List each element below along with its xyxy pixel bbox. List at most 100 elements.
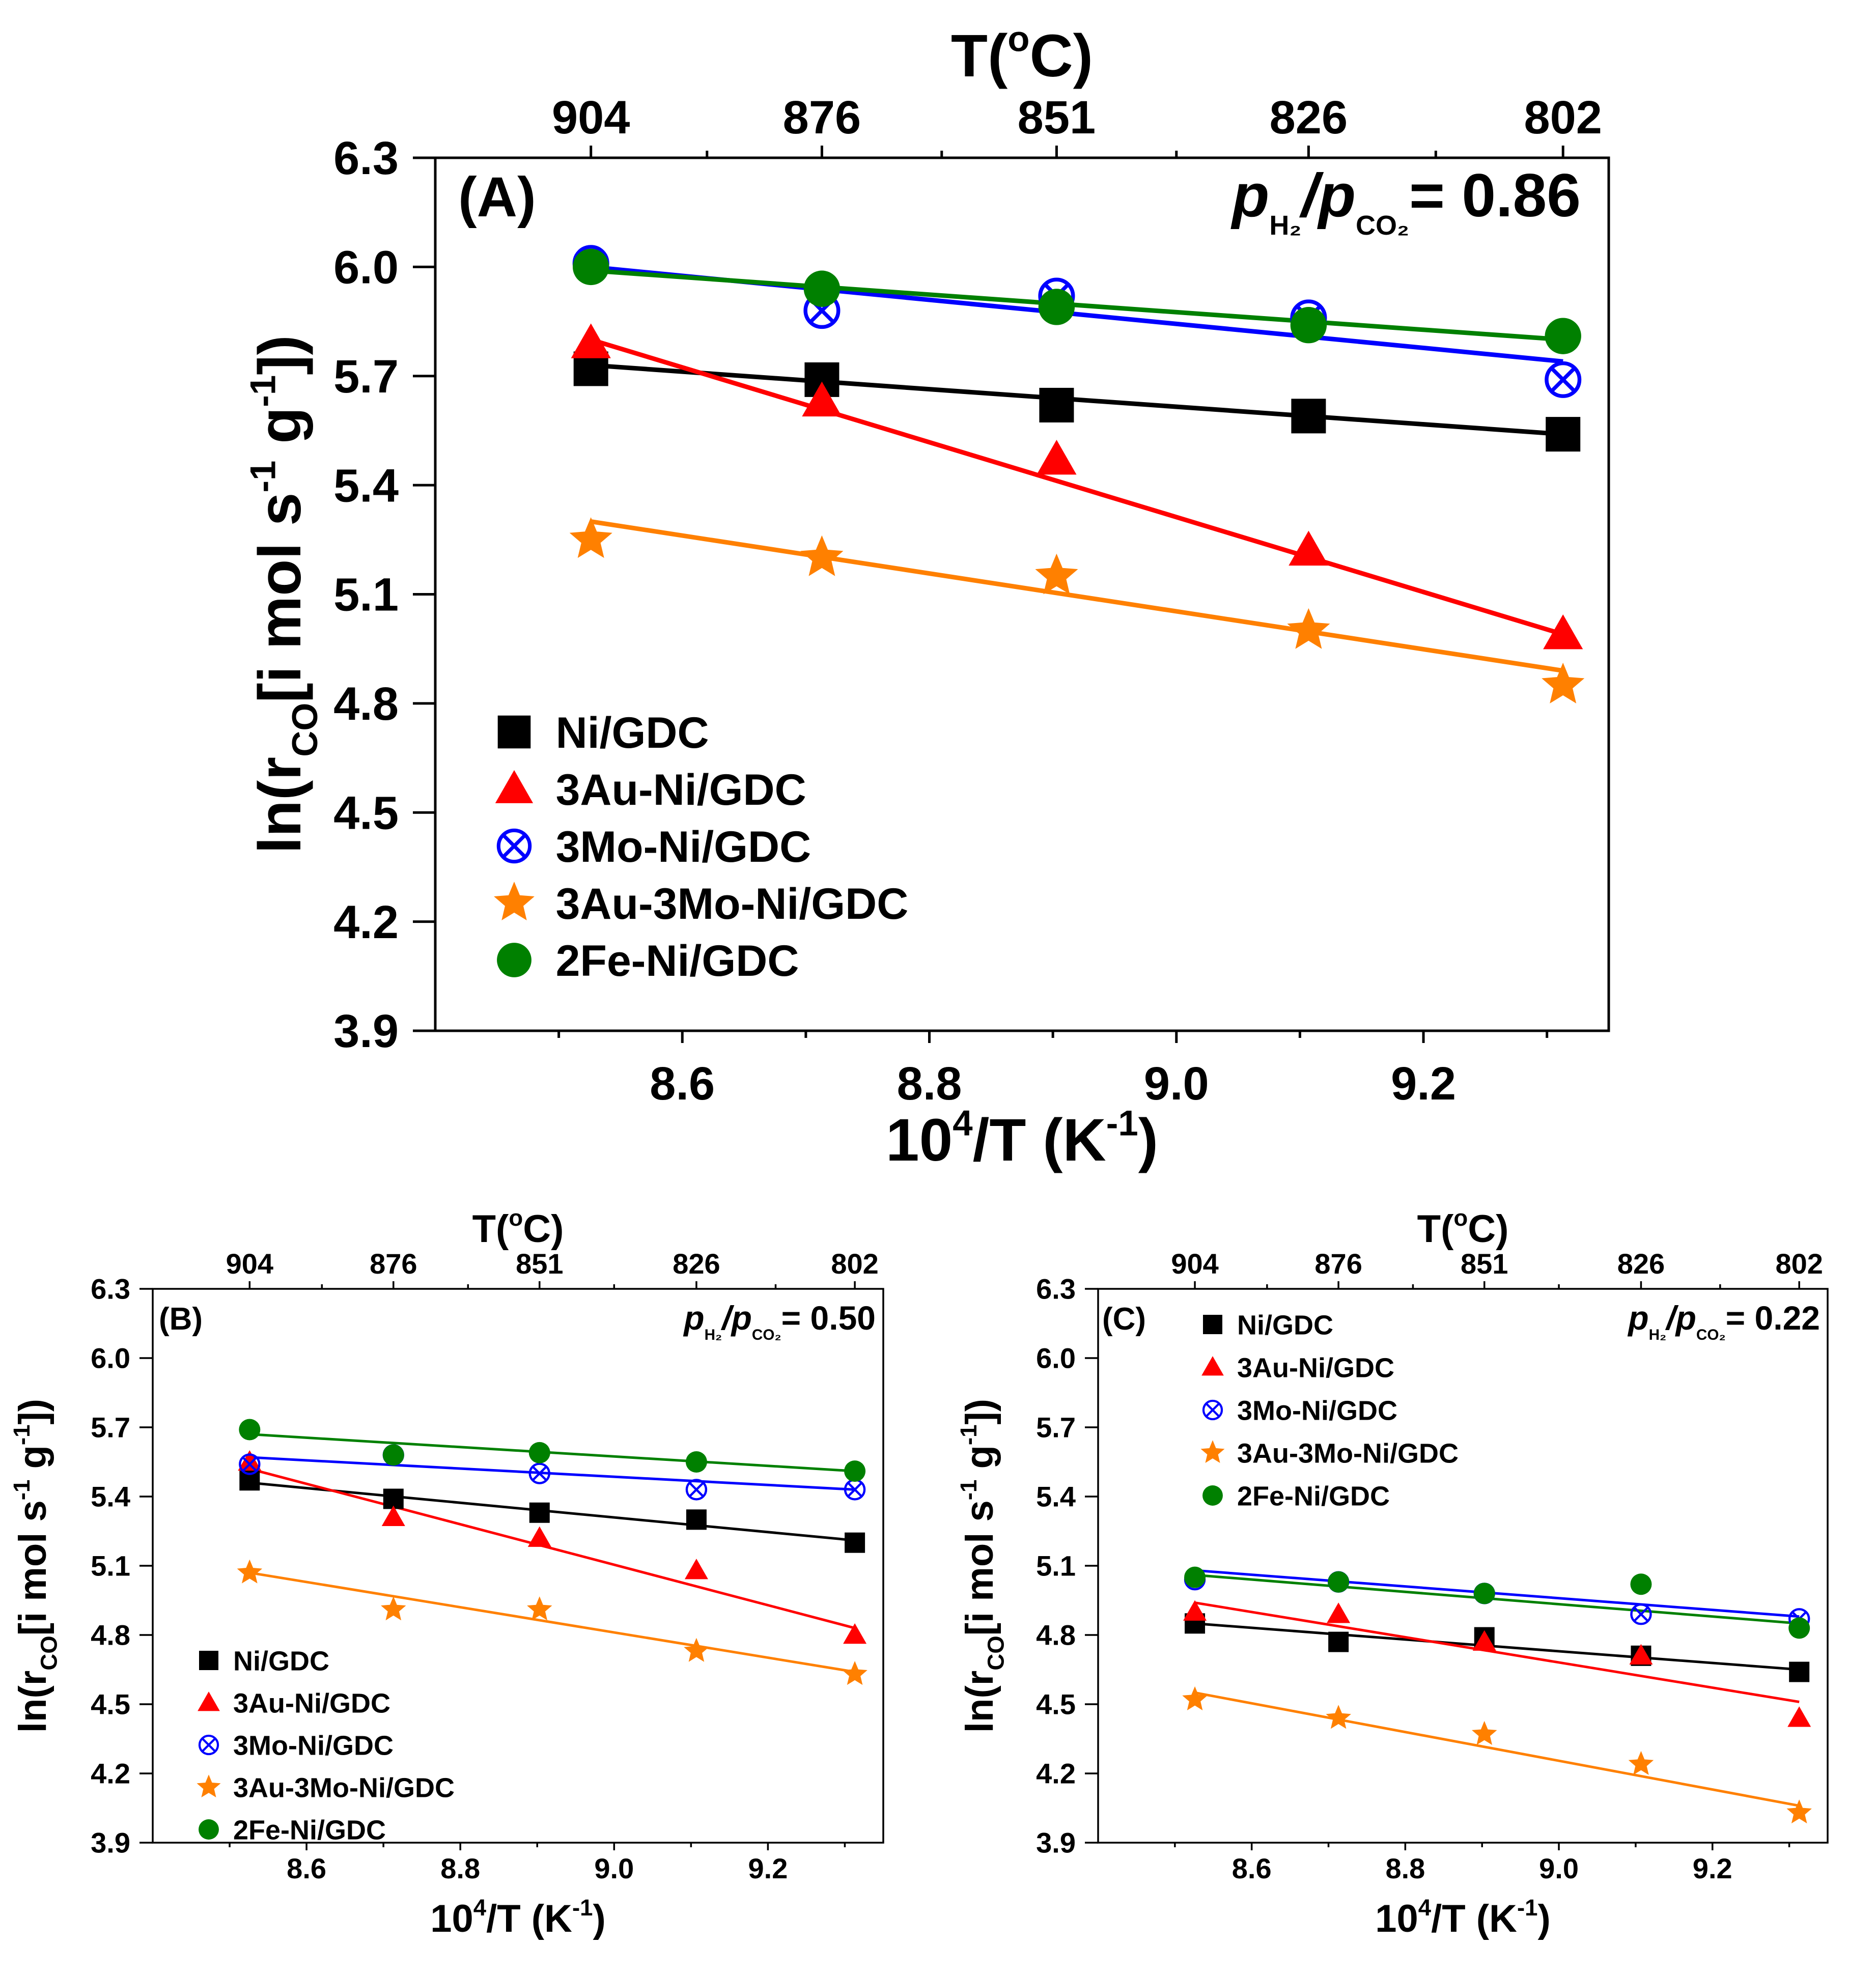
- panel-c-legend-marker-2: [1202, 1399, 1223, 1421]
- panel-b-xtick-label-2: 9.0: [594, 1852, 634, 1884]
- panel-c-ratio-p2: p: [1675, 1299, 1696, 1337]
- panel-a-ytick-label-6: 5.7: [333, 351, 399, 403]
- panel-b-point-1-0: [238, 1450, 262, 1471]
- panel-b-x-axis-title-mid: /T (K: [486, 1897, 572, 1940]
- panel-b-point-4-3: [685, 1451, 707, 1473]
- panel-b-ratio-p1: p: [683, 1299, 704, 1337]
- panel-a-y-axis-title-sub: CO: [285, 703, 325, 757]
- panel-b-x-axis-title: 104/T (K-1): [430, 1895, 606, 1940]
- panel-a-point-3-0: [569, 517, 612, 558]
- panel-b-point-1-2: [527, 1526, 551, 1547]
- panel-b-legend-marker-2: [198, 1734, 219, 1756]
- panel-b-legend-label-0: Ni/GDC: [233, 1646, 329, 1676]
- panel-a-top-tick-label-0: 904: [552, 92, 630, 144]
- panel-c-legend-marker-2-ring: [1202, 1399, 1223, 1421]
- panel-a-point-3-2: [1035, 553, 1078, 595]
- panel-a-top-axis-title-a: T(: [951, 22, 1008, 90]
- panel-c-fit-line-0: [1194, 1622, 1800, 1671]
- panel-b-ratio-p2: p: [731, 1299, 752, 1337]
- panel-a-top-tick-label-3: 826: [1270, 92, 1348, 144]
- panel-c-point-4-2: [1473, 1583, 1495, 1604]
- panel-b-y-axis-title-sup2: -1: [9, 1425, 35, 1446]
- panel-a-point-3-1: [800, 535, 844, 576]
- panel-c-ytick-label-7: 6.0: [1036, 1342, 1076, 1374]
- panel-b-y-axis-title-a: ln(r: [11, 1671, 54, 1733]
- panel-b-ytick-label-2: 4.5: [91, 1688, 130, 1721]
- panel-c-label: (C): [1102, 1302, 1146, 1337]
- panel-a-y-axis-title-sup1: -1: [243, 461, 283, 493]
- panel-c-point-4-0: [1184, 1566, 1206, 1588]
- panel-b-x-axis-title-sup: 4: [473, 1895, 487, 1921]
- panel-c-y-axis-title-d: ]): [958, 1399, 1001, 1425]
- panel-c-fit-line-2: [1194, 1569, 1800, 1618]
- panel-b-point-3-1: [381, 1596, 406, 1621]
- panel-c-point-3-2: [1472, 1721, 1497, 1745]
- panel-b-legend-marker-2-ring: [198, 1734, 219, 1756]
- panel-a-point-0-3: [1291, 399, 1326, 434]
- panel-b-point-2-0-ring: [239, 1453, 261, 1475]
- panel-b-xtick-label-1: 8.8: [440, 1852, 480, 1884]
- panel-a: 3.9 4.2 4.5 4.8 5.1 5.4 5.7 6.0 6.3 8.6 8.8 9.0 9.2 9…: [243, 19, 1610, 1174]
- panel-c-top-axis-title-deg: o: [1453, 1205, 1468, 1231]
- panel-c-legend-label-0: Ni/GDC: [1237, 1310, 1333, 1340]
- panel-b-fit-line-3: [249, 1571, 855, 1674]
- panel-c-point-4-4: [1788, 1617, 1810, 1639]
- panel-c-point-2-3-cross-b: [1633, 1606, 1649, 1622]
- panel-c-ratio-annotation: pH₂/pCO₂= 0.22: [1627, 1299, 1820, 1343]
- panel-c-legend-label-2: 3Mo-Ni/GDC: [1237, 1395, 1397, 1426]
- panel-c-point-1-1: [1327, 1602, 1351, 1623]
- panel-b-top-axis-title-b: C): [523, 1207, 564, 1251]
- panel-a-legend-marker-4: [497, 943, 531, 977]
- panel-a-point-1-2: [1037, 440, 1077, 475]
- panel-c-ytick-label-4: 5.1: [1036, 1550, 1076, 1582]
- panel-a-legend-label-3: 3Au-3Mo-Ni/GDC: [556, 880, 909, 928]
- panel-c-y-axis-title: ln(rCO[i mol s-1 g-1]): [956, 1399, 1009, 1733]
- panel-a-y-axis-title: ln(rCO[i mol s-1 g-1]): [243, 335, 325, 854]
- panel-b-fit-line-1: [249, 1468, 855, 1629]
- panel-b-xtick-label-3: 9.2: [748, 1852, 788, 1884]
- panel-b-point-2-2-cross-b: [531, 1465, 547, 1481]
- panel-b-point-3-2: [527, 1596, 552, 1621]
- panel-b-point-2-4-cross-b: [847, 1482, 863, 1498]
- panel-a-ratio-annotation: pH₂/pCO₂= 0.86: [1230, 161, 1581, 241]
- panel-b-point-2-2: [528, 1462, 550, 1484]
- panel-b-ytick-label-6: 5.7: [91, 1412, 130, 1444]
- panel-b-legend-marker-4: [199, 1819, 219, 1840]
- panel-c-top-axis-title: T(oC): [1417, 1205, 1509, 1251]
- panel-c-y-axis-title-a: ln(r: [958, 1671, 1001, 1733]
- panel-a-fit-line-4: [591, 268, 1563, 342]
- panel-b-fit-line-2: [249, 1456, 855, 1491]
- panel-c-legend: Ni/GDC 3Au-Ni/GDC 3Mo-Ni/GDC 3Au-3Mo-Ni/GDC…: [1200, 1310, 1459, 1511]
- panel-c-point-0-4: [1789, 1661, 1810, 1682]
- panel-a-point-4-0: [573, 248, 609, 286]
- panel-a-point-4-3: [1290, 307, 1327, 344]
- panel-c-legend-marker-0: [1203, 1315, 1222, 1334]
- panel-a-x-axis-title: 104/T (K-1): [886, 1103, 1158, 1174]
- panel-c-ratio-p1: p: [1627, 1299, 1648, 1337]
- panel-c-x-axis-title-mid: /T (K: [1431, 1897, 1517, 1940]
- panel-b-ytick-label-0: 3.9: [91, 1827, 130, 1859]
- panel-c-ytick-label-1: 4.2: [1036, 1758, 1076, 1790]
- panel-c-fit-line-4: [1194, 1573, 1800, 1625]
- panel-b-fit-line-4: [249, 1433, 855, 1473]
- panel-a-ratio-eq: = 0.86: [1409, 161, 1581, 230]
- panel-b-y-axis-title-sup1: -1: [9, 1480, 35, 1501]
- panel-c-legend-label-1: 3Au-Ni/GDC: [1237, 1352, 1394, 1383]
- panel-c-point-3-1: [1326, 1705, 1351, 1729]
- panel-a-point-4-2: [1038, 289, 1075, 325]
- panel-b-top-axis-title-deg: o: [509, 1205, 523, 1231]
- panel-a-ytick-label-8: 6.3: [333, 132, 399, 184]
- panel-a-top-axis-title-deg: o: [1007, 19, 1029, 59]
- panel-b-point-1-1: [381, 1505, 405, 1527]
- panel-a-legend-marker-2-ring: [496, 828, 532, 864]
- panel-c-y-axis-title-c: g: [958, 1445, 1001, 1480]
- panel-b-ytick-label-8: 6.3: [91, 1273, 130, 1305]
- panel-b-point-0-4: [845, 1532, 865, 1553]
- panel-c-point-1-2: [1472, 1630, 1496, 1651]
- panel-a-fit-line-3: [591, 519, 1563, 673]
- panel-a-point-0-4: [1546, 417, 1581, 452]
- panel-b-top-tick-label-2: 851: [516, 1248, 563, 1280]
- panel-a-top-tick-label-4: 802: [1524, 92, 1602, 144]
- panel-c-point-2-3-ring: [1630, 1603, 1652, 1625]
